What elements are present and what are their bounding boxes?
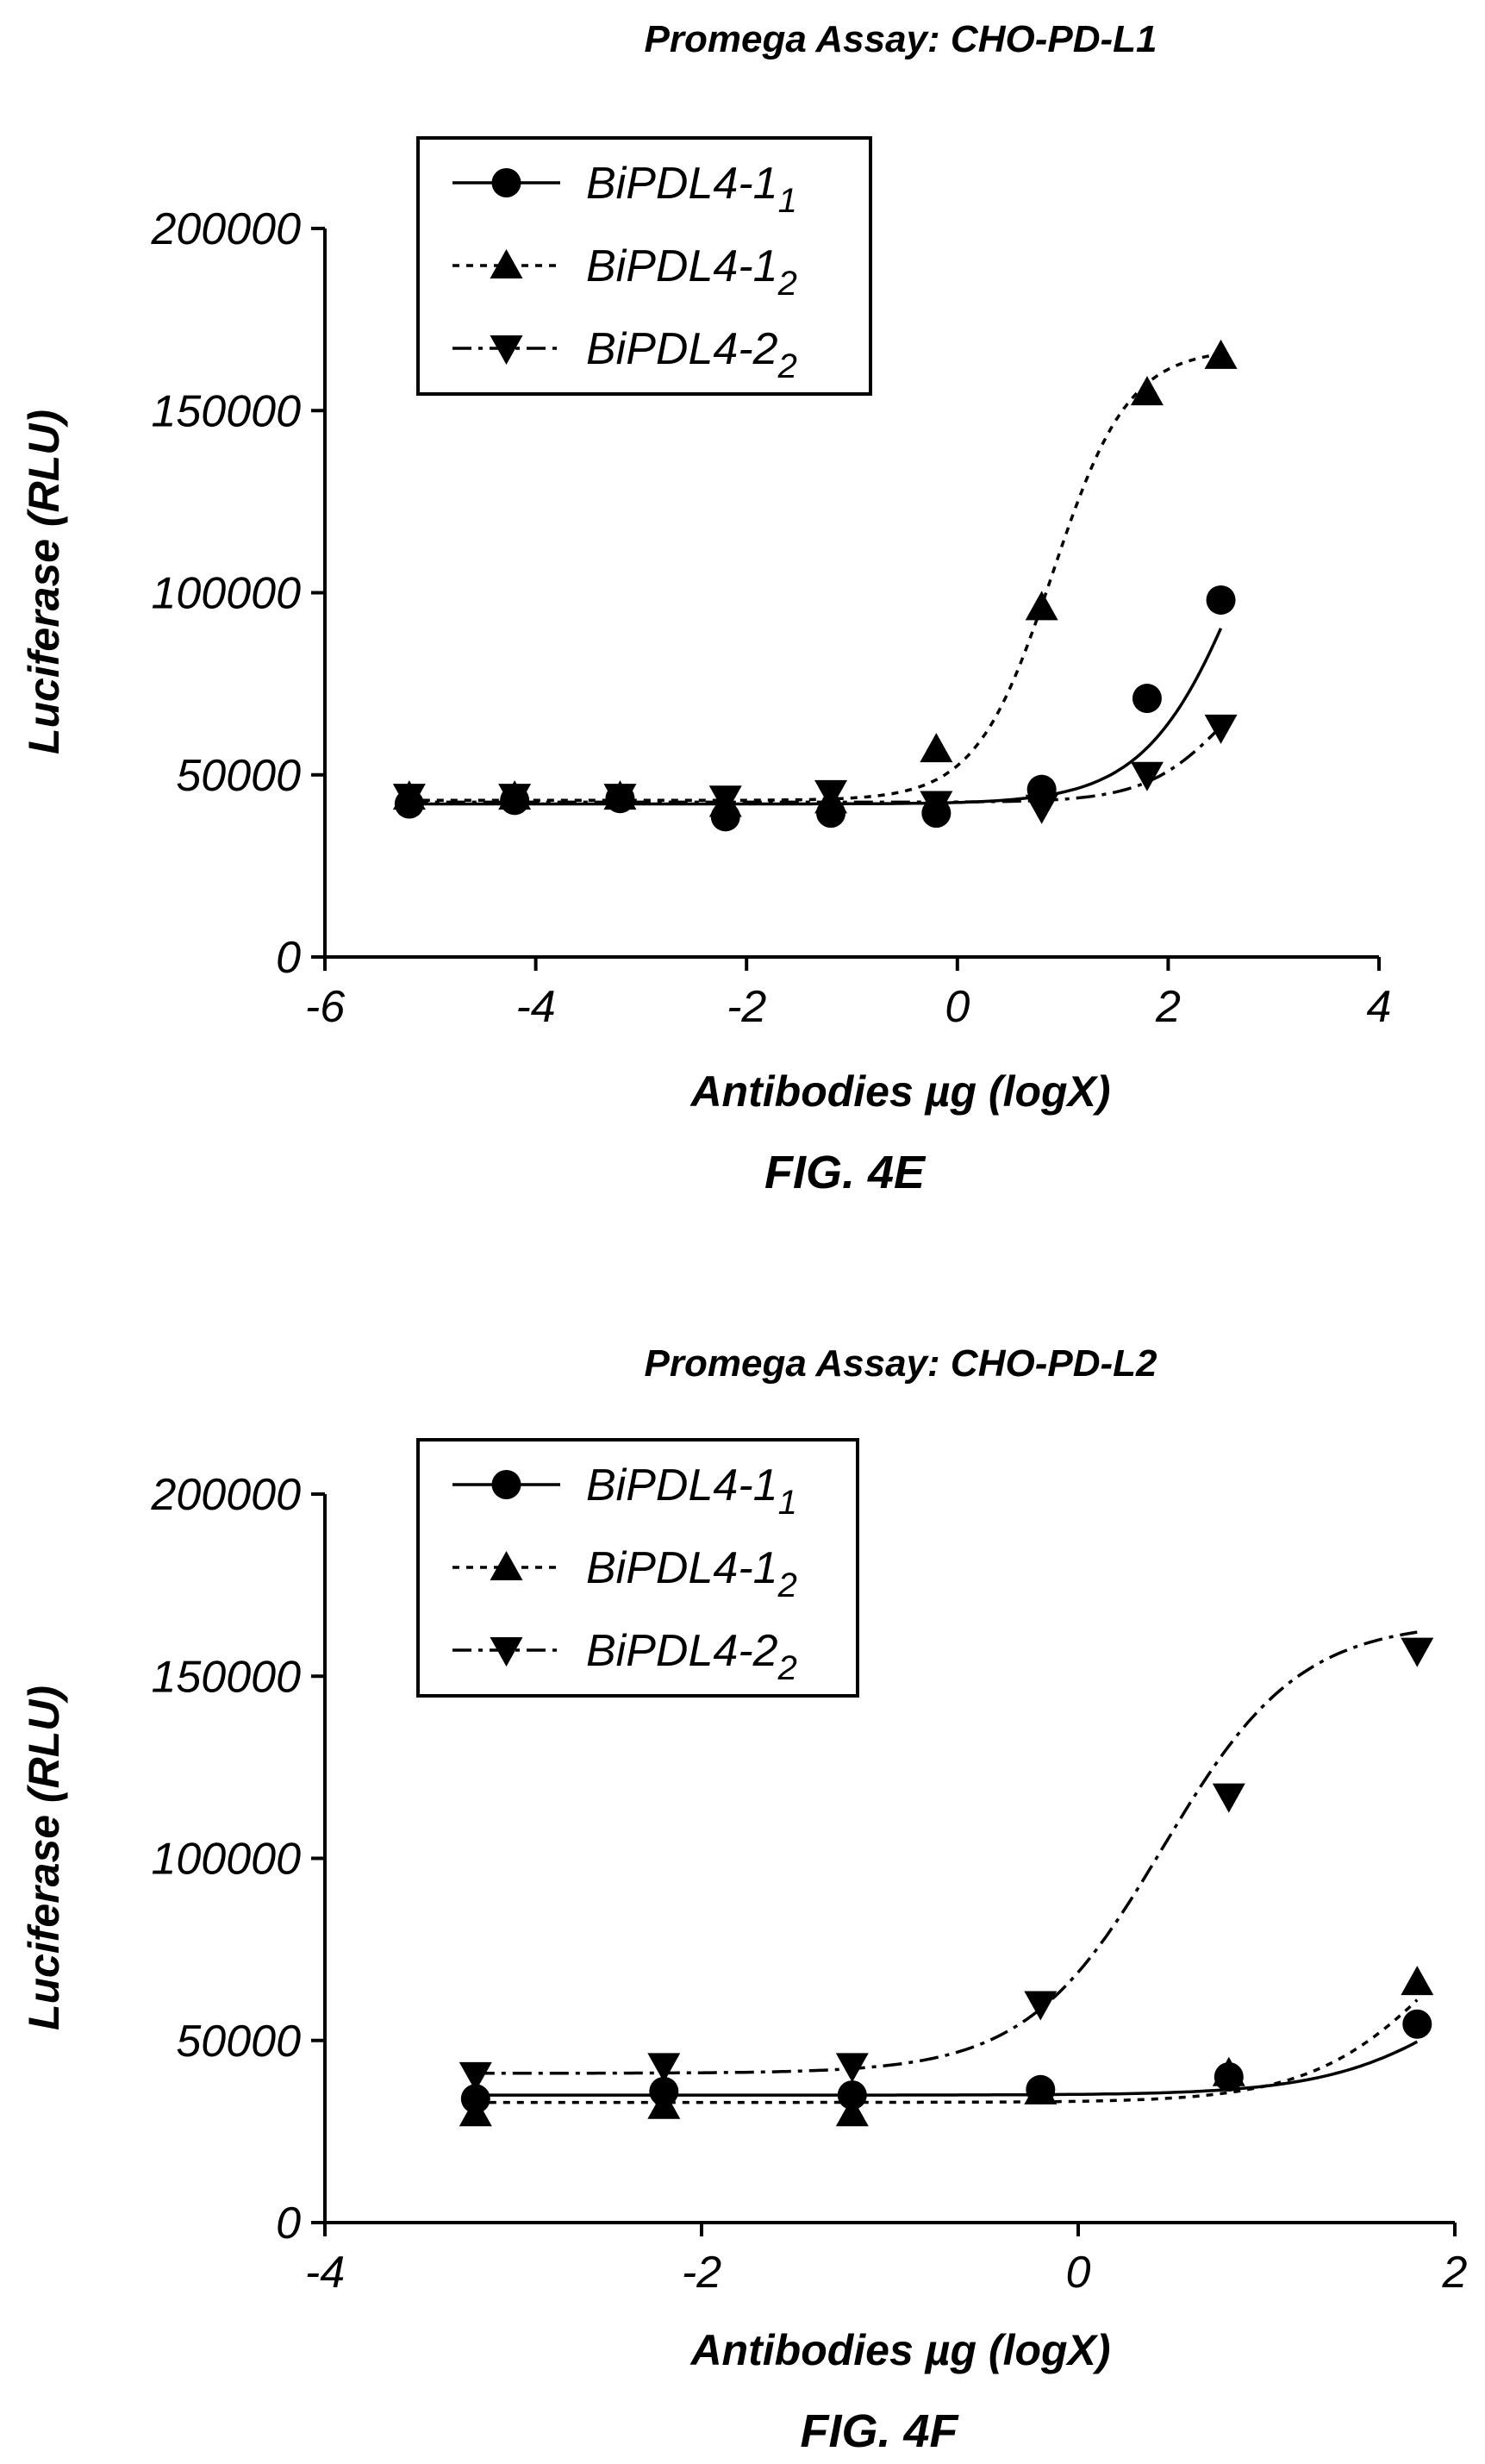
series-1-point bbox=[835, 2097, 869, 2127]
y-axis-label: Luciferase (RLU) bbox=[20, 410, 68, 754]
legend-marker-1 bbox=[490, 249, 523, 278]
y-tick-label: 200000 bbox=[150, 204, 301, 254]
chart-title: Promega Assay: CHO-PD-L1 bbox=[645, 18, 1157, 60]
series-2-point bbox=[814, 779, 848, 810]
series-2-point bbox=[392, 784, 426, 814]
axes bbox=[311, 227, 1381, 971]
y-tick-label: 200000 bbox=[150, 1470, 301, 1520]
x-axis-label: Antibodies µg (logX) bbox=[689, 2326, 1110, 2374]
legend-marker-2 bbox=[490, 1637, 523, 1667]
y-tick-label: 0 bbox=[276, 933, 301, 983]
x-tick-label: -2 bbox=[682, 2248, 721, 2298]
series-1-point bbox=[1130, 376, 1164, 406]
legend-box bbox=[416, 1438, 859, 1698]
series-line-0 bbox=[475, 2040, 1419, 2097]
x-tick-label: -2 bbox=[727, 982, 766, 1032]
legend-marker-0 bbox=[491, 1470, 521, 1499]
figure-caption: FIG. 4F bbox=[800, 2405, 959, 2457]
x-tick-label: 0 bbox=[1066, 2248, 1091, 2298]
x-tick-label: -4 bbox=[305, 2248, 345, 2298]
axes bbox=[311, 1492, 1457, 2236]
y-tick-label: 50000 bbox=[176, 751, 301, 801]
y-tick-label: 150000 bbox=[151, 386, 301, 436]
legend-label-0: BiPDL4-11 bbox=[586, 159, 797, 220]
series-1-point bbox=[647, 2089, 681, 2119]
y-tick-label: 100000 bbox=[151, 1835, 301, 1885]
series-2-point bbox=[1212, 1783, 1245, 1813]
series-1-point bbox=[1212, 2056, 1245, 2086]
series-2-point bbox=[459, 2061, 492, 2092]
x-tick-label: 4 bbox=[1367, 982, 1392, 1032]
series-0-point bbox=[837, 2080, 867, 2111]
legend-label-1: BiPDL4-12 bbox=[586, 241, 797, 303]
series-line-2 bbox=[475, 1630, 1418, 2075]
x-tick-label: -6 bbox=[305, 982, 345, 1032]
series-line-1 bbox=[409, 352, 1221, 803]
series-2-point bbox=[647, 2053, 681, 2083]
tick-labels: 0 50000 100000 150000 200000 -4 -2 0 2 bbox=[150, 1470, 1467, 2298]
x-tick-label: -4 bbox=[515, 982, 555, 1032]
series-1-point bbox=[920, 733, 953, 763]
series-2-point bbox=[835, 2053, 869, 2083]
series-2-point bbox=[498, 784, 532, 814]
series-2-point bbox=[1204, 714, 1238, 744]
fit-curves bbox=[475, 1630, 1419, 2104]
legend: BiPDL4-11 BiPDL4-12 BiPDL4-22 bbox=[416, 1438, 859, 1698]
series-1-point bbox=[1025, 591, 1058, 621]
series-2-point bbox=[1025, 794, 1058, 824]
series-1-point bbox=[1024, 2074, 1058, 2104]
series-line-1 bbox=[475, 1998, 1419, 2104]
series-2-point bbox=[1130, 761, 1164, 791]
y-tick-label: 150000 bbox=[151, 1652, 301, 1702]
legend-label-1: BiPDL4-12 bbox=[586, 1543, 797, 1604]
series-line-2 bbox=[409, 725, 1222, 804]
series-2-point bbox=[603, 784, 637, 814]
legend-marker-0 bbox=[491, 168, 521, 197]
chart-4e: Promega Assay: CHO-PD-L1 0 50000 100000 150… bbox=[20, 18, 1391, 1198]
legend-label-2: BiPDL4-22 bbox=[586, 324, 797, 385]
series-line-0 bbox=[409, 628, 1223, 806]
series-0-point bbox=[1402, 2009, 1432, 2039]
chart-title: Promega Assay: CHO-PD-L2 bbox=[645, 1342, 1157, 1385]
x-tick-label: 2 bbox=[1155, 982, 1181, 1032]
x-tick-label: 0 bbox=[945, 982, 970, 1032]
y-tick-label: 50000 bbox=[176, 2017, 301, 2067]
tick-labels: 0 50000 100000 150000 200000 -6 -4 -2 0 2 4 bbox=[150, 204, 1391, 1032]
legend-label-0: BiPDL4-11 bbox=[586, 1460, 797, 1522]
data-points bbox=[392, 339, 1238, 832]
series-0-point bbox=[1132, 684, 1162, 714]
legend: BiPDL4-11 BiPDL4-12 BiPDL4-22 bbox=[416, 136, 872, 396]
figure-caption: FIG. 4E bbox=[764, 1147, 927, 1198]
legend-marker-1 bbox=[490, 1551, 523, 1580]
series-1-point bbox=[459, 2097, 492, 2127]
series-0-point bbox=[1206, 585, 1236, 615]
data-points bbox=[459, 1637, 1434, 2127]
series-2-point bbox=[1024, 1991, 1058, 2021]
chart-4f: Promega Assay: CHO-PD-L2 0 50000 100000 150… bbox=[20, 1342, 1468, 2457]
legend-marker-2 bbox=[490, 335, 523, 365]
fit-curves bbox=[409, 352, 1223, 806]
x-axis-label: Antibodies µg (logX) bbox=[689, 1067, 1110, 1116]
y-tick-label: 0 bbox=[276, 2198, 301, 2248]
series-2-point bbox=[920, 791, 953, 821]
series-2-point bbox=[1401, 1637, 1434, 1667]
y-tick-label: 100000 bbox=[151, 569, 301, 619]
series-1-point bbox=[1204, 339, 1238, 369]
legend-label-2: BiPDL4-22 bbox=[586, 1626, 797, 1687]
y-axis-label: Luciferase (RLU) bbox=[20, 1685, 68, 2030]
x-tick-label: 2 bbox=[1442, 2248, 1468, 2298]
series-1-point bbox=[1401, 1966, 1434, 1996]
series-2-point bbox=[708, 785, 742, 816]
